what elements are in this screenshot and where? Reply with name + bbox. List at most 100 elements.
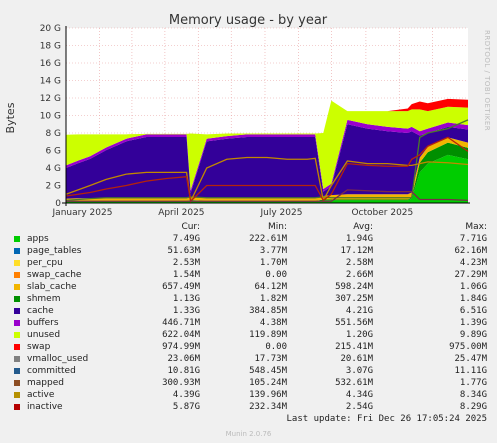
legend-avg: 4.21G bbox=[345, 306, 373, 316]
legend-min: 548.45M bbox=[249, 366, 287, 376]
y-ticks: 0 2 G 4 G 6 G 8 G 10 G 12 G 14 G 16 G 18 G 20 G bbox=[40, 24, 62, 209]
legend-row-slab_cache: slab_cache 657.49M 64.12M 598.24M 1.06G bbox=[0, 281, 497, 293]
legend-swatch bbox=[14, 368, 20, 374]
legend-cur: 7.49G bbox=[172, 234, 200, 244]
legend-cur: 1.54M bbox=[172, 270, 200, 280]
legend-max: 1.06G bbox=[459, 282, 487, 292]
x-tick-label: July 2025 bbox=[259, 208, 302, 218]
legend-row-mapped: mapped 300.93M 105.24M 532.61M 1.77G bbox=[0, 377, 497, 389]
legend-cur: 446.71M bbox=[162, 318, 200, 328]
legend-min: 1.82M bbox=[259, 294, 287, 304]
legend-row-inactive: inactive 5.87G 232.34M 2.54G 8.29G bbox=[0, 401, 497, 413]
y-tick-label: 18 G bbox=[40, 42, 61, 52]
y-tick-label: 16 G bbox=[40, 59, 61, 69]
x-ticks: January 2025 April 2025 July 2025 October 2… bbox=[52, 208, 414, 218]
legend-max: 975.00M bbox=[449, 342, 487, 352]
legend-min: 3.77M bbox=[259, 246, 287, 256]
col-cur: Cur: bbox=[181, 222, 200, 232]
area-series bbox=[66, 98, 468, 203]
legend-min: 1.70M bbox=[259, 258, 287, 268]
legend-cur: 1.13G bbox=[172, 294, 200, 304]
legend-name: page_tables bbox=[27, 246, 82, 256]
legend-cur: 1.33G bbox=[172, 306, 200, 316]
legend-avg: 551.56M bbox=[335, 318, 373, 328]
line-committed bbox=[65, 119, 469, 202]
legend-cur: 657.49M bbox=[162, 282, 200, 292]
legend-rows: apps 7.49G 222.61M 1.94G 7.71G page_tables 51.… bbox=[0, 233, 497, 413]
legend-swatch bbox=[14, 380, 20, 386]
legend-name: buffers bbox=[27, 318, 59, 328]
legend-min: 139.96M bbox=[249, 390, 287, 400]
legend-row-committed: committed 10.81G 548.45M 3.07G 11.11G bbox=[0, 365, 497, 377]
legend-row-per_cpu: per_cpu 2.53M 1.70M 2.58M 4.23M bbox=[0, 257, 497, 269]
legend-cur: 5.87G bbox=[172, 402, 200, 412]
area-cache bbox=[66, 124, 468, 199]
legend-cur: 2.53M bbox=[172, 258, 200, 268]
legend-avg: 4.34G bbox=[345, 390, 373, 400]
legend-header: Cur: Min: Avg: Max: bbox=[0, 221, 497, 233]
memory-chart: Memory usage - by year Bytes RRDTOOL / T… bbox=[4, 13, 491, 218]
legend-max: 62.16M bbox=[454, 246, 487, 256]
legend-row-active: active 4.39G 139.96M 4.34G 8.34G bbox=[0, 389, 497, 401]
legend-swatch bbox=[14, 236, 20, 242]
legend-swatch bbox=[14, 272, 20, 278]
legend-row-cache: cache 1.33G 384.85M 4.21G 6.51G bbox=[0, 305, 497, 317]
legend-max: 1.39G bbox=[459, 318, 487, 328]
chart-title: Memory usage - by year bbox=[169, 13, 328, 28]
legend-swatch bbox=[14, 284, 20, 290]
last-update: Last update: Fri Dec 26 17:05:24 2025 bbox=[286, 414, 487, 424]
y-axis-label: Bytes bbox=[4, 102, 17, 133]
legend-row-swap_cache: swap_cache 1.54M 0.00 2.66M 27.29M bbox=[0, 269, 497, 281]
legend-swatch bbox=[14, 260, 20, 266]
legend-name: cache bbox=[27, 306, 54, 316]
legend-max: 1.84G bbox=[459, 294, 487, 304]
legend-row-shmem: shmem 1.13G 1.82M 307.25M 1.84G bbox=[0, 293, 497, 305]
x-tick-label: April 2025 bbox=[158, 208, 204, 218]
y-tick-label: 4 G bbox=[45, 164, 61, 174]
legend-min: 119.89M bbox=[249, 330, 287, 340]
legend-min: 105.24M bbox=[249, 378, 287, 388]
legend-min: 17.73M bbox=[254, 354, 287, 364]
legend-max: 25.47M bbox=[454, 354, 487, 364]
legend-name: vmalloc_used bbox=[27, 354, 89, 364]
legend-max: 11.11G bbox=[454, 366, 487, 376]
legend-avg: 1.94G bbox=[345, 234, 373, 244]
legend-min: 0.00 bbox=[265, 342, 287, 352]
y-tick-label: 20 G bbox=[40, 24, 61, 34]
legend-swatch bbox=[14, 296, 20, 302]
legend-row-buffers: buffers 446.71M 4.38M 551.56M 1.39G bbox=[0, 317, 497, 329]
x-tick-label: October 2025 bbox=[351, 208, 413, 218]
legend-avg: 532.61M bbox=[335, 378, 373, 388]
legend-cur: 23.06M bbox=[167, 354, 200, 364]
legend-name: swap bbox=[27, 342, 51, 352]
legend-name: swap_cache bbox=[27, 270, 82, 280]
line-active bbox=[65, 156, 469, 204]
munin-version: Munin 2.0.76 bbox=[225, 430, 272, 438]
legend-cur: 300.93M bbox=[162, 378, 200, 388]
legend-min: 4.38M bbox=[259, 318, 287, 328]
legend-cur: 622.04M bbox=[162, 330, 200, 340]
y-tick-label: 6 G bbox=[45, 147, 61, 157]
x-tick-label: January 2025 bbox=[52, 208, 113, 218]
legend-max: 8.29G bbox=[459, 402, 487, 412]
legend-avg: 2.54G bbox=[345, 402, 373, 412]
legend-avg: 215.41M bbox=[335, 342, 373, 352]
y-tick-label: 8 G bbox=[45, 129, 61, 139]
rrdtool-credit: RRDTOOL / TOBI OETIKER bbox=[483, 30, 491, 131]
area-apps bbox=[66, 154, 468, 203]
legend-swatch bbox=[14, 332, 20, 338]
legend-name: active bbox=[27, 390, 55, 400]
legend-max: 6.51G bbox=[459, 306, 487, 316]
legend-swatch bbox=[14, 392, 20, 398]
col-avg: Avg: bbox=[353, 222, 373, 232]
legend-avg: 2.58M bbox=[345, 258, 373, 268]
line-mapped bbox=[66, 189, 469, 202]
area-buffers bbox=[66, 119, 468, 193]
legend-swatch bbox=[14, 356, 20, 362]
y-tick-label: 12 G bbox=[40, 94, 61, 104]
legend-name: committed bbox=[27, 366, 76, 376]
legend-max: 1.77G bbox=[459, 378, 487, 388]
y-tick-label: 10 G bbox=[40, 112, 61, 122]
y-tick-label: 0 bbox=[55, 199, 61, 209]
legend-name: apps bbox=[27, 234, 49, 244]
